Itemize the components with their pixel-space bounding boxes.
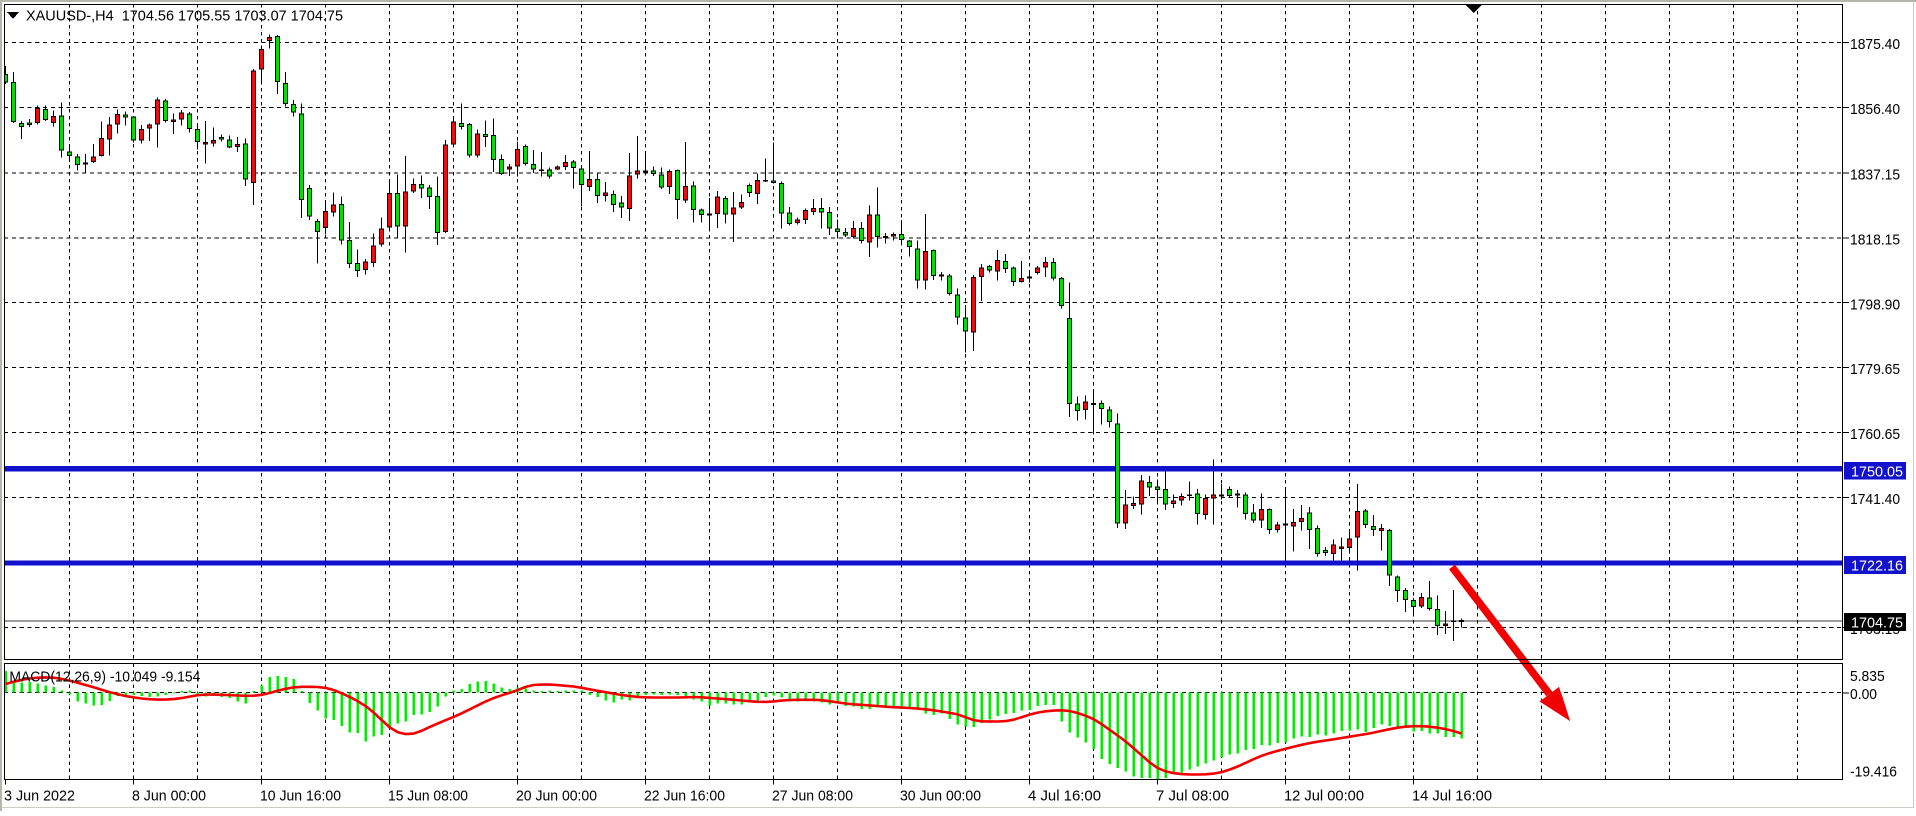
- svg-text:MACD(12,26,9) -10.049 -9.154: MACD(12,26,9) -10.049 -9.154: [9, 669, 200, 686]
- svg-text:1750.05: 1750.05: [1851, 464, 1903, 481]
- svg-text:1798.90: 1798.90: [1850, 296, 1900, 313]
- svg-text:-19.416: -19.416: [1850, 764, 1897, 781]
- svg-text:1760.65: 1760.65: [1850, 426, 1900, 443]
- svg-text:22 Jun 16:00: 22 Jun 16:00: [644, 787, 725, 804]
- svg-text:XAUUSD-,H4 1704.56 1705.55 17: XAUUSD-,H4 1704.56 1705.55 1703.07 1704.…: [26, 7, 343, 24]
- svg-text:1837.15: 1837.15: [1850, 167, 1900, 184]
- svg-text:1818.15: 1818.15: [1850, 232, 1900, 249]
- svg-text:1704.75: 1704.75: [1851, 615, 1903, 632]
- svg-text:1722.16: 1722.16: [1851, 558, 1903, 575]
- svg-text:10 Jun 16:00: 10 Jun 16:00: [260, 787, 341, 804]
- svg-text:12 Jul 00:00: 12 Jul 00:00: [1284, 787, 1364, 804]
- svg-text:8 Jun 00:00: 8 Jun 00:00: [132, 787, 206, 804]
- svg-text:27 Jun 08:00: 27 Jun 08:00: [772, 787, 853, 804]
- svg-text:5.835: 5.835: [1850, 668, 1885, 685]
- svg-text:14 Jul 16:00: 14 Jul 16:00: [1412, 787, 1492, 804]
- svg-text:15 Jun 08:00: 15 Jun 08:00: [388, 787, 468, 804]
- svg-text:1779.65: 1779.65: [1850, 361, 1900, 378]
- svg-text:4 Jul 16:00: 4 Jul 16:00: [1028, 787, 1101, 804]
- svg-text:1741.40: 1741.40: [1850, 491, 1900, 508]
- svg-text:20 Jun 00:00: 20 Jun 00:00: [516, 787, 597, 804]
- svg-text:1856.40: 1856.40: [1850, 101, 1900, 118]
- svg-text:0.00: 0.00: [1850, 686, 1877, 703]
- svg-text:3 Jun 2022: 3 Jun 2022: [4, 787, 75, 804]
- svg-text:1875.40: 1875.40: [1850, 36, 1900, 53]
- svg-text:7 Jul 08:00: 7 Jul 08:00: [1156, 787, 1229, 804]
- svg-text:30 Jun 00:00: 30 Jun 00:00: [900, 787, 981, 804]
